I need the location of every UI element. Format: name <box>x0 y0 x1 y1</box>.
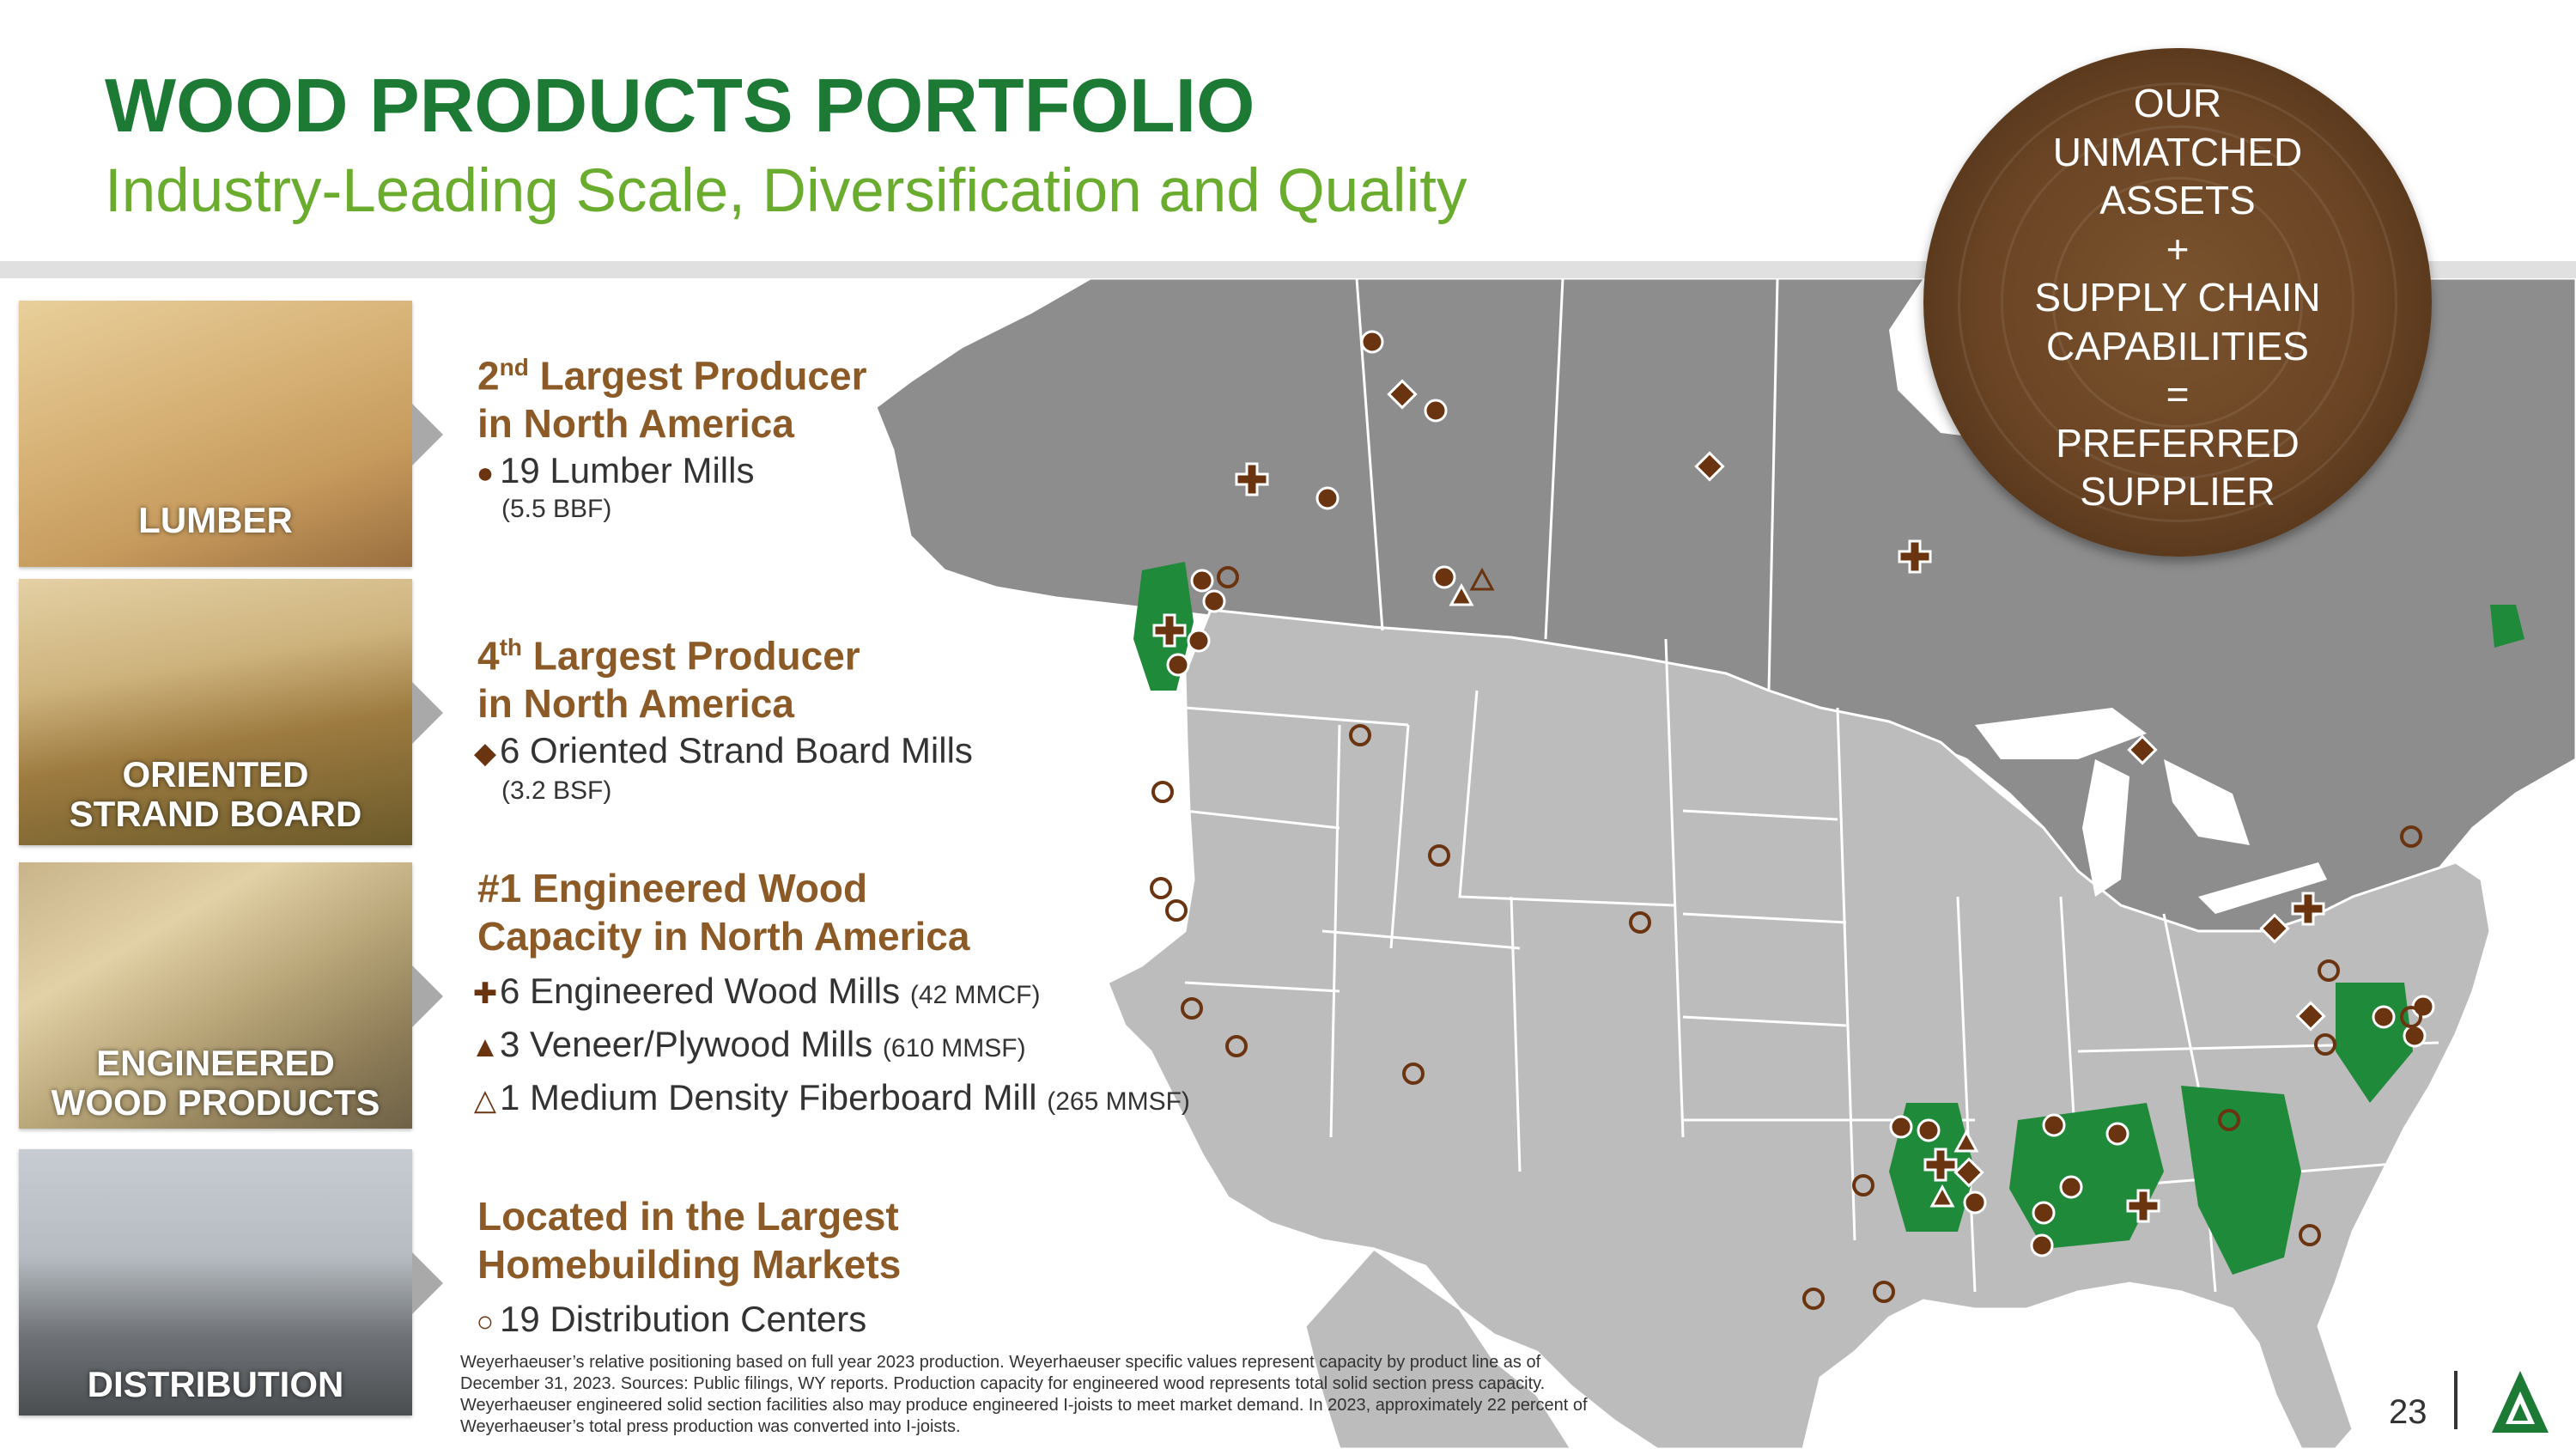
page-subtitle: Industry-Leading Scale, Diversification … <box>105 157 1467 225</box>
page-divider <box>2454 1371 2458 1429</box>
lake-huron <box>2164 759 2250 845</box>
wood-grain-badge <box>1923 48 2432 557</box>
osb-label-line1: ORIENTED <box>122 754 309 795</box>
badge-line: UNMATCHED <box>2052 129 2303 174</box>
circle-filled-icon: ● <box>476 457 495 490</box>
distribution-image: DISTRIBUTION <box>19 1149 412 1416</box>
mexico-region <box>1303 1247 1573 1449</box>
badge-line: ASSETS <box>2099 178 2256 222</box>
chevron-right-icon <box>412 1252 443 1314</box>
ewp-mills-item: ✚6 Engineered Wood Mills (42 MMCF) <box>471 971 1041 1016</box>
badge-line: + <box>2166 226 2190 271</box>
ewp-label-line1: ENGINEERED <box>96 1043 335 1083</box>
osb-mills-item: ◆6 Oriented Strand Board Mills <box>471 730 973 774</box>
chevron-right-icon <box>412 404 443 466</box>
distribution-centers-item: ○ 19 Distribution Centers <box>471 1299 866 1342</box>
weyerhaeuser-logo-icon <box>2492 1371 2549 1433</box>
osb-capacity: (3.2 BSF) <box>501 776 612 805</box>
ewp-image: ENGINEERED WOOD PRODUCTS <box>19 862 412 1129</box>
usa-region <box>1106 608 2492 1449</box>
badge-line: SUPPLY CHAIN <box>2034 275 2321 320</box>
badge-line: SUPPLIER <box>2080 469 2275 514</box>
circle-outline-icon: ○ <box>476 1306 495 1338</box>
veneer-mills-item: ▲3 Veneer/Plywood Mills (610 MMSF) <box>471 1024 1025 1069</box>
ewp-label-line2: WOOD PRODUCTS <box>51 1082 380 1123</box>
mdf-mill-item: △1 Medium Density Fiberboard Mill (265 M… <box>471 1077 1190 1123</box>
lumber-image: LUMBER <box>19 301 412 567</box>
badge-line: PREFERRED <box>2056 420 2300 466</box>
plus-icon: ✚ <box>472 977 498 1010</box>
page-number: 23 <box>2389 1393 2427 1431</box>
chevron-right-icon <box>412 965 443 1027</box>
triangle-outline-icon: △ <box>473 1084 497 1117</box>
distribution-label: DISTRIBUTION <box>87 1364 344 1404</box>
page-title: WOOD PRODUCTS PORTFOLIO <box>105 63 1255 148</box>
diamond-icon: ◆ <box>473 737 497 770</box>
ewp-heading: #1 Engineered Wood Capacity in North Ame… <box>477 866 970 959</box>
lake-erie <box>2198 862 2327 914</box>
osb-heading: 4th Largest Producer in North America <box>477 633 860 727</box>
lumber-heading: 2nd Largest Producer in North America <box>477 353 867 447</box>
badge-line: OUR <box>2133 81 2222 125</box>
triangle-filled-icon: ▲ <box>471 1031 500 1063</box>
lumber-mills-item: ● 19 Lumber Mills <box>471 450 755 494</box>
badge-line: = <box>2166 372 2190 417</box>
badge-text: OUR UNMATCHED ASSETS + SUPPLY CHAIN CAPA… <box>1958 79 2397 516</box>
footnote: Weyerhaeuser’s relative positioning base… <box>460 1353 1588 1436</box>
lake-michigan <box>2082 759 2129 897</box>
lumber-capacity: (5.5 BBF) <box>501 495 612 523</box>
distribution-heading: Located in the Largest Homebuilding Mark… <box>477 1194 902 1287</box>
badge-line: CAPABILITIES <box>2046 323 2309 368</box>
osb-label-line2: STRAND BOARD <box>69 794 362 834</box>
chevron-right-icon <box>412 682 443 744</box>
lumber-label: LUMBER <box>138 500 293 540</box>
lake-superior <box>1975 708 2147 759</box>
osb-image: ORIENTED STRAND BOARD <box>19 579 412 845</box>
